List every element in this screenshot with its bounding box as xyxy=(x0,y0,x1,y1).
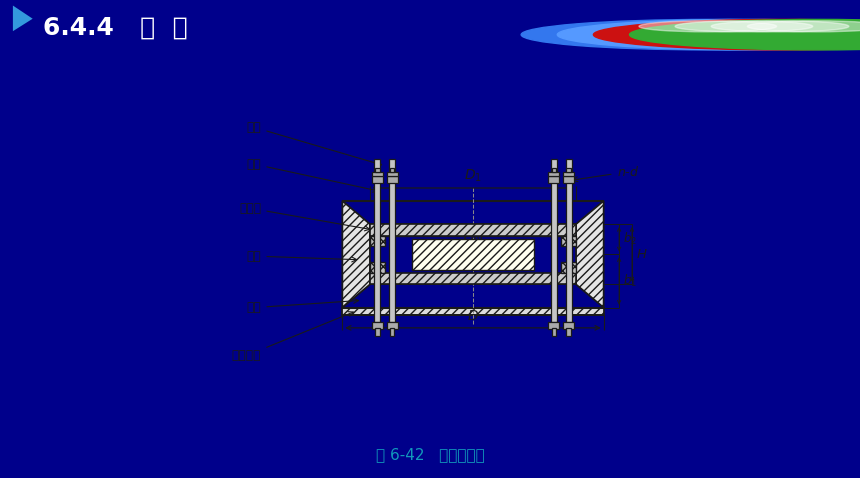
Text: 螺栓: 螺栓 xyxy=(247,158,378,192)
Bar xyxy=(390,168,395,172)
Circle shape xyxy=(747,21,860,32)
Bar xyxy=(563,172,574,176)
Bar xyxy=(372,172,383,176)
Circle shape xyxy=(711,21,849,32)
Text: $b_2$: $b_2$ xyxy=(623,231,636,247)
Bar xyxy=(551,328,556,336)
Text: $D$: $D$ xyxy=(467,309,479,324)
Circle shape xyxy=(630,20,860,50)
Bar xyxy=(370,224,576,236)
Bar xyxy=(374,159,380,322)
Bar xyxy=(370,272,576,284)
Bar xyxy=(370,262,385,272)
Bar xyxy=(389,159,395,322)
Bar xyxy=(549,172,560,176)
Text: 6.4.4   视  镜: 6.4.4 视 镜 xyxy=(43,16,187,40)
Text: $b_1$: $b_1$ xyxy=(623,273,636,289)
Bar xyxy=(375,168,379,172)
Bar xyxy=(549,322,560,329)
Text: 螺母: 螺母 xyxy=(247,121,382,166)
Bar xyxy=(390,328,395,336)
Text: $DN$: $DN$ xyxy=(462,232,484,246)
Text: 接缘: 接缘 xyxy=(247,250,357,262)
Bar xyxy=(375,328,379,336)
Circle shape xyxy=(593,20,860,50)
Circle shape xyxy=(639,21,777,32)
Text: 衬垫: 衬垫 xyxy=(247,298,359,314)
Bar xyxy=(412,239,534,270)
Bar xyxy=(549,176,560,183)
Circle shape xyxy=(675,21,813,32)
Polygon shape xyxy=(342,201,370,308)
Bar xyxy=(551,168,556,172)
Bar xyxy=(563,322,574,329)
Text: $D_1$: $D_1$ xyxy=(464,167,482,184)
Bar xyxy=(566,159,572,322)
Circle shape xyxy=(521,20,860,50)
Bar xyxy=(386,322,397,329)
Text: $H$: $H$ xyxy=(636,248,648,261)
Bar xyxy=(386,176,397,183)
Bar xyxy=(567,328,571,336)
Bar xyxy=(561,236,576,246)
Bar xyxy=(386,172,397,176)
Text: 压紧环: 压紧环 xyxy=(239,202,370,231)
Bar xyxy=(372,176,383,183)
Circle shape xyxy=(557,20,860,50)
Text: 图 6-42   不带颈视镜: 图 6-42 不带颈视镜 xyxy=(376,447,484,462)
Bar xyxy=(372,322,383,329)
Bar xyxy=(342,308,604,315)
Bar xyxy=(567,168,571,172)
Bar xyxy=(561,262,576,272)
Polygon shape xyxy=(13,6,33,31)
Bar xyxy=(370,236,385,246)
Bar xyxy=(563,176,574,183)
Bar xyxy=(551,159,557,322)
Text: 视镜玻璃: 视镜玻璃 xyxy=(232,312,353,362)
Text: $n$-$d$: $n$-$d$ xyxy=(573,165,639,182)
Polygon shape xyxy=(576,201,604,308)
